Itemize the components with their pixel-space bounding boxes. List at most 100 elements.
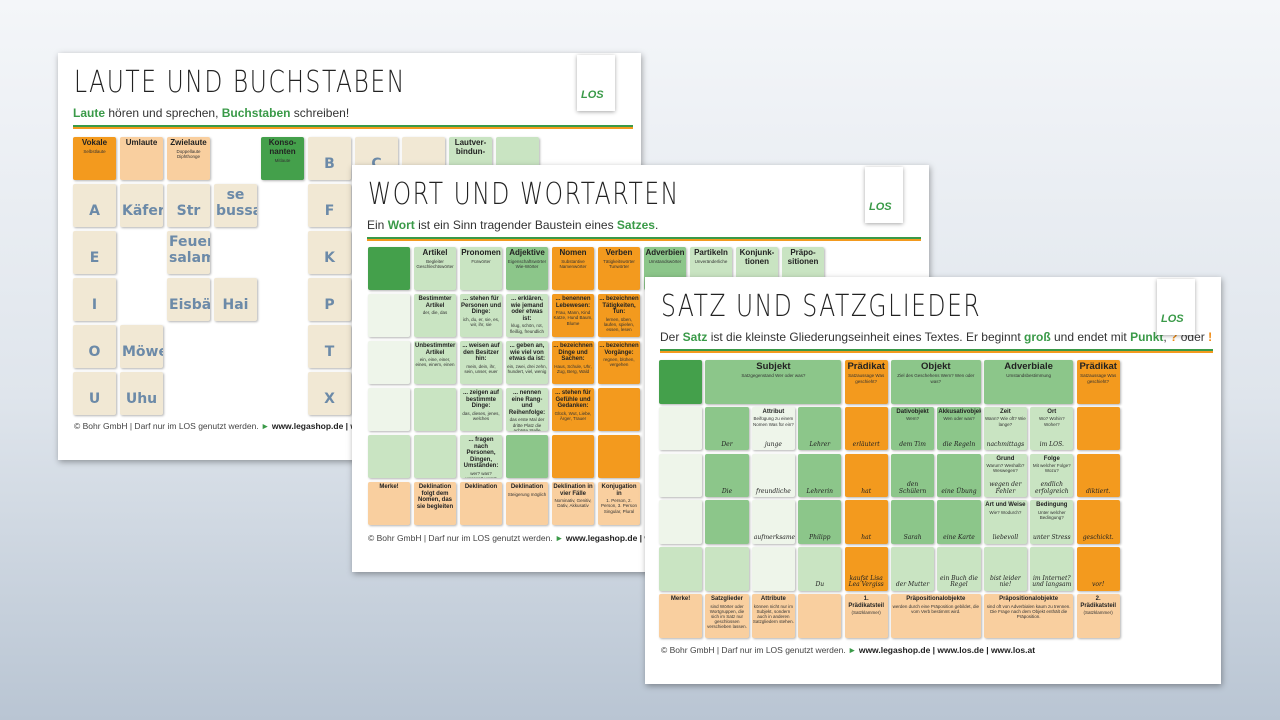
cell-example: C bbox=[371, 155, 382, 172]
cell-heading: Deklination in vier Fälle bbox=[553, 484, 593, 497]
footer-links: www.legashop.de | www.los.de | www.los.a… bbox=[858, 645, 1036, 655]
cell: ... weisen auf den Besitzer hin: mein, de… bbox=[460, 341, 502, 384]
cell-note: lernen, üben, laufen, spielen, essen, le… bbox=[603, 316, 635, 333]
cell-note: ich, du, er, sie, es, wir, ihr, sie bbox=[462, 316, 500, 327]
cell-example: freundliche bbox=[755, 487, 791, 495]
cell-example: unter Stress bbox=[1032, 534, 1071, 542]
subtitle: Laute hören und sprechen, Buchstaben sch… bbox=[73, 106, 349, 120]
cell-heading: Konjunk-tionen bbox=[739, 248, 775, 266]
cell-example: Lehrerin bbox=[806, 487, 834, 495]
cell-note: ein, eine, einer, eines, einem, einen bbox=[415, 357, 455, 368]
cell: Zwielaute Doppellaute Diphthonge bbox=[167, 137, 210, 180]
cell: U bbox=[73, 372, 116, 415]
cell: Bedingung Unter welcher Bedingung? unter S… bbox=[1030, 500, 1074, 544]
cell-example: P bbox=[324, 296, 335, 313]
cell-example: Du bbox=[815, 581, 825, 589]
cell: Merke! bbox=[659, 594, 703, 638]
cell-example: A bbox=[89, 202, 100, 219]
cell-note: werden durch eine Präposition gebildet, … bbox=[892, 603, 979, 614]
cell bbox=[368, 247, 410, 290]
cell: Ort Wo? Wohin? Woher? im LOS. bbox=[1030, 406, 1074, 451]
cell: der Mutter bbox=[891, 547, 935, 591]
cell: ... fragen nach Personen, Dingen, Umstän… bbox=[460, 435, 502, 478]
cell-example: E bbox=[89, 249, 100, 266]
cell-heading: ... nennen eine Rang- und Reihenfolge: bbox=[508, 390, 546, 416]
cell: X bbox=[308, 372, 351, 415]
subtitle-part: ? bbox=[1170, 330, 1178, 344]
cell-example: diktiert. bbox=[1085, 487, 1111, 495]
cell-example: die Regeln bbox=[942, 440, 976, 448]
cell: Du bbox=[798, 547, 842, 591]
footer-arrow: ► bbox=[845, 645, 859, 655]
cell: Lehrerin bbox=[798, 453, 842, 498]
logo: LOS bbox=[1157, 279, 1195, 335]
cell-heading: Bestimmter Artikel bbox=[418, 296, 452, 309]
cell-heading: ... stehen für Personen und Dinge: bbox=[461, 296, 502, 316]
cell-heading: Zeit bbox=[1000, 408, 1011, 415]
cell-example: dem Tim bbox=[899, 440, 926, 448]
divider bbox=[73, 125, 633, 129]
footer: © Bohr GmbH | Darf nur im LOS genutzt we… bbox=[661, 645, 1035, 655]
cell: Präpositionalobjekte sind oft von Adverbi… bbox=[983, 594, 1074, 638]
cell: ... zeigen auf bestimmte Dinge: das, dies… bbox=[460, 388, 502, 431]
cell: Artikel Begleiter Geschlechtswörter bbox=[414, 247, 456, 290]
cell: bist leider nie! bbox=[983, 547, 1027, 591]
cell-note: Mitlaute bbox=[274, 157, 291, 163]
cell-example: U bbox=[88, 390, 101, 407]
cell: Verben Tätigkeitswörter Tunwörter bbox=[598, 247, 640, 290]
cell-heading: Pronomen bbox=[461, 248, 501, 257]
cell: Hai bbox=[214, 278, 257, 321]
cell-heading: Zwielaute bbox=[170, 138, 207, 147]
cell-note: Satzgegenstand Wer oder was? bbox=[741, 373, 806, 379]
logo-text: LOS bbox=[1161, 313, 1184, 325]
cell-heading: Artikel bbox=[422, 248, 448, 257]
cell-note: Glück, Wut, Liebe, Ärger, Trauer bbox=[554, 410, 592, 421]
cell: hat bbox=[844, 500, 888, 544]
cell-note: Wie? Wodurch? bbox=[989, 509, 1022, 515]
cell-note: Ziel des Geschehens Wem? Wen oder was? bbox=[897, 373, 975, 384]
footer-text: © Bohr GmbH | Darf nur im LOS genutzt we… bbox=[661, 645, 846, 655]
cell: freundliche bbox=[751, 453, 795, 498]
cell-heading: Ort bbox=[1047, 408, 1057, 415]
cell-note: Warum? Weshalb? Weswegen? bbox=[986, 463, 1025, 474]
cell-heading: Konjugation in bbox=[601, 484, 637, 497]
cell: Unbestimmter Artikel ein, eine, einer, ei… bbox=[414, 341, 456, 384]
cell-heading: ... erklären, wie jemand oder etwas ist: bbox=[510, 296, 544, 322]
subtitle-part: hören und sprechen, bbox=[105, 106, 222, 120]
footer: © Bohr GmbH | Darf nur im LOS genutzt we… bbox=[74, 421, 357, 431]
cell: Bestimmter Artikel der, die, das bbox=[414, 294, 456, 337]
cell: im Internet? und langsam bbox=[1030, 547, 1074, 591]
footer-text: © Bohr GmbH | Darf nur im LOS genutzt we… bbox=[368, 533, 553, 543]
cell-note: Nominativ, Genitiv, Dativ, Akkusativ bbox=[554, 498, 592, 509]
cell-note: (Satzklammer) bbox=[1083, 610, 1113, 616]
footer-links: www.legashop.de | w bbox=[271, 421, 358, 431]
cell-heading: ... bezeichnen Vorgänge: bbox=[599, 343, 639, 356]
cell-heading: Deklination bbox=[464, 484, 498, 490]
cell: Pronomen Fürwörter bbox=[460, 247, 502, 290]
cell-note: sind Wörter oder Wortgruppen, die sich i… bbox=[707, 603, 747, 630]
cell: Vokale Selbstlaute bbox=[73, 137, 116, 180]
cell-example: hat bbox=[861, 534, 872, 542]
cell: ... stehen für Personen und Dinge: ich, d… bbox=[460, 294, 502, 337]
cell: ... geben an, wie viel von etwas da ist:… bbox=[506, 341, 548, 384]
cell-heading: Präpo-sitionen bbox=[787, 248, 819, 266]
subtitle-part: und endet mit bbox=[1050, 330, 1131, 344]
cell bbox=[368, 341, 410, 384]
cell-heading: Adverbien bbox=[645, 248, 685, 257]
cell: O bbox=[73, 325, 116, 368]
cell bbox=[659, 406, 703, 451]
cell: hat bbox=[844, 453, 888, 498]
cell: P bbox=[308, 278, 351, 321]
cell: Käfer bbox=[120, 184, 163, 227]
cell-note: Wo? Wohin? Woher? bbox=[1038, 416, 1065, 427]
cell: A bbox=[73, 184, 116, 227]
cell bbox=[1076, 406, 1120, 451]
cell-example: vor! bbox=[1092, 581, 1105, 589]
cell-example: Str bbox=[176, 202, 201, 219]
cell-heading: Subjekt bbox=[756, 361, 791, 372]
cell-note: Frau, Mann, Kind Katze, Hund Baum, Blume bbox=[553, 310, 593, 326]
cell-note: das erste Mal der dritte Platz die achts… bbox=[509, 417, 545, 431]
cell-example: F bbox=[324, 202, 335, 219]
cell bbox=[368, 435, 410, 478]
cell: Adverbiale Umstandsbestimmung bbox=[983, 360, 1074, 404]
